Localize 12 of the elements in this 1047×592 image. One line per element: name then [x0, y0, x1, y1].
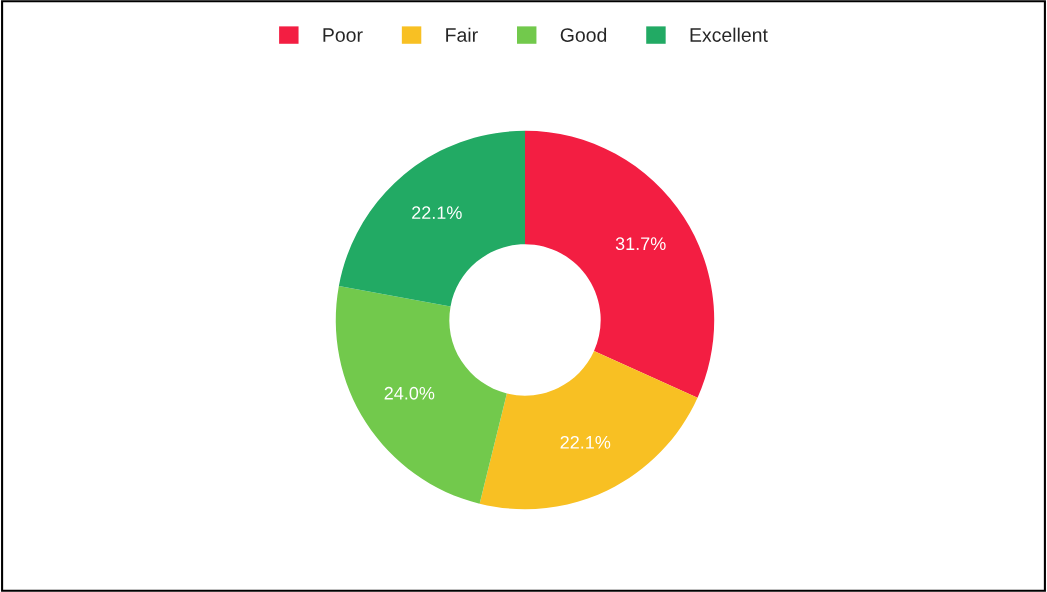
data-label: 22.1% [412, 206, 462, 219]
donut-slice [525, 130, 715, 398]
donut-slice [338, 130, 525, 307]
legend-label: Fair [446, 27, 478, 42]
data-label: 31.7% [615, 237, 666, 251]
legend-label: Good [560, 27, 607, 42]
legend-label: Poor [323, 28, 363, 42]
data-label: 22.1% [560, 435, 611, 449]
donut-slice [479, 351, 698, 510]
donut-slice [335, 285, 507, 504]
data-label: 24.0% [384, 386, 435, 400]
legend-label: Excellent [690, 27, 768, 42]
